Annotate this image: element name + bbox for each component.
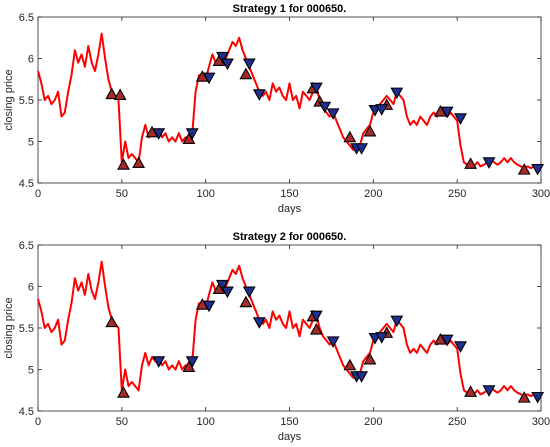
sell-signal-marker [440,334,454,347]
buy-signal-marker [464,157,478,169]
plot-area [37,16,542,184]
y-tick-label: 4.5 [19,406,34,418]
sell-signal-marker [454,113,467,125]
y-tick-label: 6.5 [19,240,34,252]
sell-signal-marker [355,143,369,155]
sell-signal-marker [482,385,496,397]
x-tick-label: 250 [448,188,466,200]
y-tick-label: 5.5 [19,95,34,107]
x-axis-label: days [278,203,302,215]
buy-signal-marker [113,88,127,100]
x-tick-label: 200 [364,416,382,428]
y-tick-label: 5 [28,137,34,149]
x-tick-label: 300 [532,416,550,428]
y-tick-label: 5 [28,365,34,377]
y-tick-label: 6 [28,282,34,294]
buy-signal-marker [239,67,253,80]
y-tick-label: 6 [28,54,34,66]
sell-signal-marker [242,58,256,71]
x-tick-label: 50 [116,188,128,200]
sell-signal-marker [242,286,256,299]
sell-signal-marker [531,163,545,176]
sell-signal-marker [152,356,166,368]
x-tick-label: 300 [532,188,550,200]
buy-signal-marker [363,124,377,137]
buy-signal-marker [117,386,130,398]
price-line [37,32,539,170]
sell-signal-marker [221,58,234,71]
x-tick-label: 100 [196,416,214,428]
sell-signal-marker [531,391,545,404]
x-tick-label: 50 [116,416,128,428]
buy-signal-marker [309,323,323,335]
chart-panel-strategy-2: 0 50 100 150 200 250 300 4.5 5 5.5 6 6.5 Strategy 2 … [3,231,550,443]
sell-signal-marker [252,317,266,329]
chart-panel-strategy-1: 0 50 100 150 200 250 300 4.5 5 5.5 6 6.5 Strategy 1 … [3,3,550,215]
sell-signal-marker [185,128,199,140]
y-tick-label: 4.5 [19,178,34,190]
sell-signal-marker [202,300,216,313]
x-tick-label: 0 [35,416,41,428]
sell-signal-marker [252,89,266,101]
buy-signal-marker [464,385,478,397]
sell-signal-marker [309,82,323,95]
sell-signal-marker [390,315,404,328]
x-tick-label: 150 [280,416,298,428]
buy-signal-marker [105,87,119,100]
sell-signal-marker [215,279,229,292]
sell-signal-marker [355,371,369,383]
sell-signal-marker [318,101,332,114]
buy-signal-marker [132,156,146,169]
buy-signal-marker [105,315,119,328]
sell-signal-marker [375,104,389,116]
sell-signal-marker [326,108,340,120]
sell-signal-marker [390,87,404,100]
buy-signal-marker [363,352,377,365]
x-tick-label: 150 [280,188,298,200]
y-tick-label: 6.5 [19,12,34,24]
chart-title: Strategy 2 for 000650. [233,231,347,243]
y-axis-label: closing price [3,69,15,130]
sell-signal-marker [309,310,323,323]
buy-signal-marker [517,163,531,175]
y-axis-label: closing price [3,297,15,358]
sell-signal-marker [326,336,340,348]
chart-title: Strategy 1 for 000650. [233,3,347,15]
sell-signal-marker [375,332,389,344]
plot-area [37,244,542,412]
buy-signal-marker [343,358,357,371]
price-line [37,260,539,398]
x-axis-label: days [278,431,302,443]
x-tick-label: 100 [196,188,214,200]
sell-signal-marker [454,341,467,353]
buy-signal-marker [117,158,130,170]
sell-signal-marker [440,106,454,119]
buy-signal-marker [239,295,253,308]
x-tick-label: 0 [35,188,41,200]
y-tick-label: 5.5 [19,323,34,335]
sell-signal-marker [202,72,216,85]
buy-signal-marker [343,130,357,143]
sell-signal-marker [482,157,496,169]
sell-signal-marker [221,286,234,299]
x-tick-label: 200 [364,188,382,200]
buy-signal-marker [517,391,531,403]
sell-signal-marker [185,356,199,368]
x-tick-label: 250 [448,416,466,428]
sell-signal-marker [152,128,166,140]
sell-signal-marker [215,51,229,64]
